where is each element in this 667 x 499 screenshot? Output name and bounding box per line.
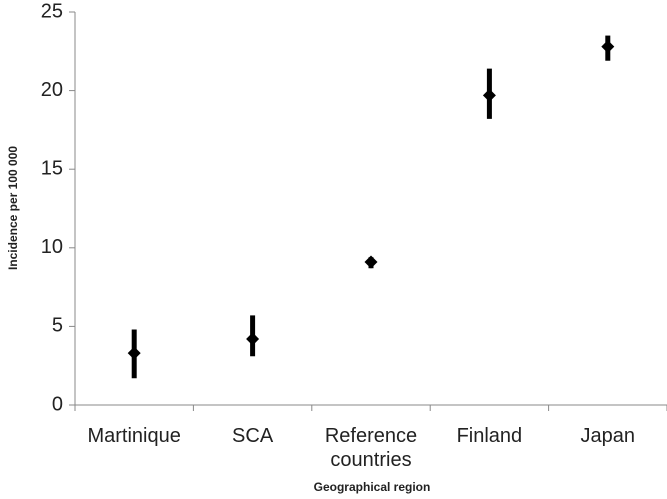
point bbox=[127, 346, 141, 360]
point bbox=[364, 255, 378, 269]
x-tick-label: Japan bbox=[580, 425, 636, 447]
point bbox=[482, 88, 496, 102]
x-tick-label: SCA bbox=[232, 425, 274, 447]
point bbox=[601, 40, 615, 54]
y-axis-title: Incidence per 100 000 bbox=[6, 146, 20, 270]
y-tick-label: 10 bbox=[41, 236, 63, 258]
y-tick-label: 25 bbox=[41, 0, 63, 22]
y-tick-label: 0 bbox=[52, 393, 63, 415]
x-tick-label: Reference countries bbox=[324, 425, 418, 471]
point bbox=[246, 332, 260, 346]
y-tick-label: 5 bbox=[52, 315, 63, 337]
y-tick-label: 20 bbox=[41, 79, 63, 101]
y-tick-label: 15 bbox=[41, 157, 63, 179]
x-tick-label: Martinique bbox=[87, 425, 181, 447]
x-tick-label: Finland bbox=[456, 425, 523, 447]
x-axis-title: Geographical region bbox=[314, 480, 431, 494]
